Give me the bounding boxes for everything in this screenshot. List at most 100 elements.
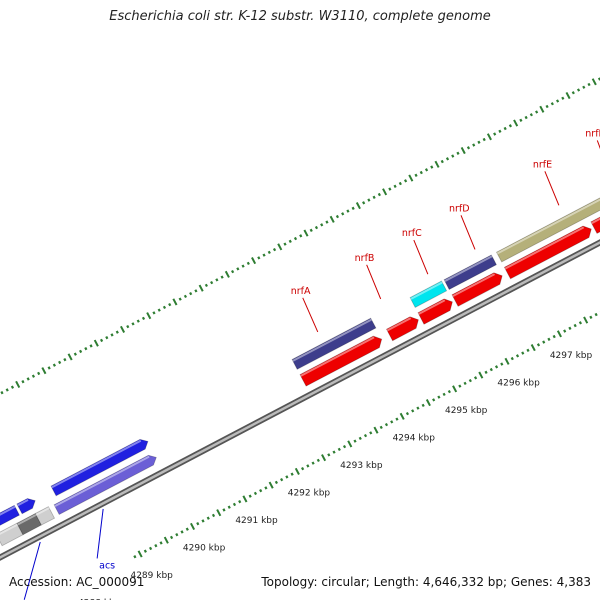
gene-label-nrfd: nrfD bbox=[449, 203, 470, 214]
inner-tick bbox=[489, 367, 493, 372]
inner-tick bbox=[175, 533, 179, 537]
gene-feature-shine bbox=[35, 507, 50, 516]
inner-tick bbox=[421, 403, 425, 408]
outer-tick bbox=[115, 330, 119, 334]
inner-tick bbox=[337, 447, 341, 452]
outer-tick bbox=[257, 256, 261, 260]
outer-tick bbox=[299, 234, 303, 238]
outer-tick bbox=[556, 99, 560, 103]
inner-tick bbox=[399, 412, 405, 420]
inner-tick bbox=[552, 334, 556, 339]
outer-tick bbox=[503, 126, 507, 131]
inner-tick bbox=[216, 509, 222, 517]
outer-tick bbox=[204, 283, 208, 288]
outer-tick bbox=[120, 325, 126, 333]
outer-tick bbox=[283, 242, 287, 246]
inner-tick bbox=[474, 376, 478, 380]
tick-label: 4295 kbp bbox=[445, 406, 488, 416]
inner-tick bbox=[384, 422, 389, 427]
gene-label-nrfc: nrfC bbox=[402, 228, 422, 239]
outer-tick bbox=[215, 278, 219, 282]
inner-tick bbox=[458, 384, 462, 388]
outer-tick bbox=[519, 118, 523, 122]
gene-feature-shine bbox=[17, 513, 37, 526]
inner-tick bbox=[463, 381, 467, 386]
outer-tick bbox=[591, 78, 597, 86]
tick-label: 4297 kbp bbox=[550, 351, 593, 361]
leader-line bbox=[302, 297, 319, 333]
gene-feature bbox=[34, 506, 56, 526]
inner-tick bbox=[510, 356, 514, 361]
gene-labels: yjcHacsnrfAnrfBnrfCnrfDnrfEnrfFnrfGgltP bbox=[23, 128, 600, 600]
inner-tick bbox=[373, 426, 379, 434]
gene-feature-shine bbox=[0, 505, 16, 516]
inner-tick bbox=[530, 344, 536, 352]
tick-label: 4289 kbp bbox=[130, 571, 173, 581]
outer-tick bbox=[198, 284, 204, 292]
outer-tick bbox=[272, 247, 277, 252]
gene-feature bbox=[0, 504, 20, 526]
inner-tick bbox=[494, 365, 499, 369]
gene-feature bbox=[16, 498, 36, 515]
inner-tick bbox=[294, 467, 300, 475]
outer-tick bbox=[26, 377, 30, 381]
outer-tick bbox=[513, 119, 519, 127]
outer-tick bbox=[194, 289, 198, 293]
outer-tick bbox=[571, 91, 575, 95]
outer-tick bbox=[99, 338, 104, 343]
gene-feature-shine bbox=[496, 198, 600, 255]
outer-tick bbox=[367, 198, 371, 202]
inner-tick bbox=[206, 516, 210, 520]
gene-label-nrff: nrfF bbox=[585, 128, 600, 139]
leader-line bbox=[544, 171, 560, 206]
inner-tick bbox=[589, 315, 593, 319]
outer-tick bbox=[466, 146, 471, 150]
inner-tick bbox=[201, 519, 205, 523]
outer-tick bbox=[236, 267, 240, 271]
inner-tick bbox=[274, 480, 278, 485]
outer-tick-ring bbox=[0, 77, 600, 395]
outer-tick bbox=[335, 214, 340, 219]
outer-tick bbox=[472, 143, 476, 147]
outer-tick bbox=[550, 102, 554, 106]
leader-line bbox=[366, 264, 382, 300]
inner-tick bbox=[264, 486, 268, 490]
outer-tick bbox=[84, 346, 88, 351]
inner-tick bbox=[248, 494, 252, 498]
outer-tick bbox=[493, 132, 497, 136]
outer-tick bbox=[5, 388, 9, 392]
inner-tick bbox=[253, 491, 258, 496]
gene-feature-shine bbox=[292, 318, 372, 362]
inner-tick bbox=[405, 411, 410, 416]
outer-tick bbox=[105, 335, 109, 340]
outer-tick bbox=[451, 154, 455, 158]
outer-tick bbox=[220, 275, 224, 279]
outer-tick bbox=[419, 170, 423, 175]
leader-line bbox=[460, 215, 476, 250]
outer-tick bbox=[110, 333, 114, 337]
gene-feature-shine bbox=[0, 523, 19, 535]
outer-tick bbox=[372, 195, 376, 199]
leader-line bbox=[23, 541, 41, 600]
inner-tick bbox=[327, 453, 331, 457]
cds-feature-shine bbox=[418, 299, 446, 315]
outer-tick bbox=[320, 223, 324, 227]
inner-tick bbox=[306, 464, 310, 468]
outer-tick bbox=[288, 239, 292, 244]
inner-tick bbox=[316, 458, 320, 463]
gene-label-nrfe: nrfE bbox=[533, 159, 552, 170]
inner-tick bbox=[573, 323, 577, 328]
outer-tick bbox=[93, 339, 99, 347]
tick-label: 4292 kbp bbox=[288, 488, 331, 498]
outer-tick bbox=[21, 380, 25, 384]
inner-tick bbox=[353, 439, 357, 443]
outer-tick bbox=[434, 160, 440, 168]
inner-tick-ring bbox=[133, 311, 600, 559]
backbone-highlight bbox=[0, 241, 600, 559]
outer-tick bbox=[382, 188, 388, 196]
inner-tick bbox=[556, 330, 562, 338]
outer-tick bbox=[535, 110, 539, 114]
outer-tick bbox=[241, 264, 245, 268]
outer-tick bbox=[37, 371, 41, 376]
outer-tick bbox=[141, 316, 146, 321]
